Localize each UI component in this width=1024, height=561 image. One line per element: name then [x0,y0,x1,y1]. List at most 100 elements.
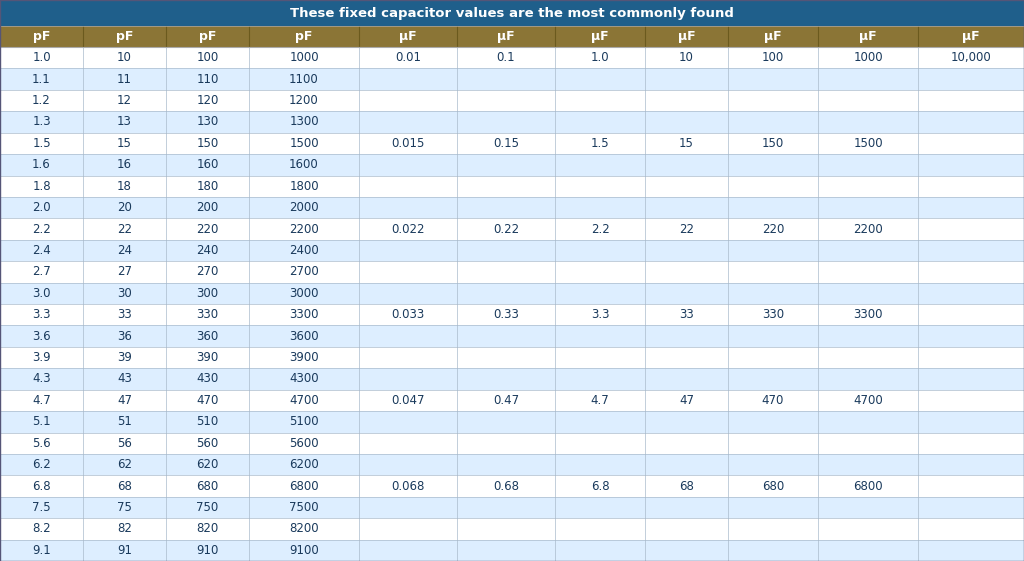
Text: 330: 330 [197,308,218,321]
Text: 0.1: 0.1 [497,51,515,64]
Text: 2.4: 2.4 [32,244,51,257]
Text: 1.0: 1.0 [32,51,51,64]
Text: 1100: 1100 [289,72,318,86]
Text: 4.7: 4.7 [32,394,51,407]
Polygon shape [728,26,818,47]
Text: 15: 15 [679,137,694,150]
Text: 1.0: 1.0 [591,51,609,64]
Text: 0.68: 0.68 [493,480,519,493]
Text: pF: pF [199,30,216,43]
Text: 82: 82 [117,522,132,535]
Text: μF: μF [764,30,781,43]
Text: 390: 390 [197,351,219,364]
Text: 2200: 2200 [853,223,883,236]
Text: These fixed capacitor values are the most commonly found: These fixed capacitor values are the mos… [290,7,734,20]
Text: 330: 330 [762,308,784,321]
Polygon shape [166,26,249,47]
Polygon shape [0,540,1024,561]
Text: 3600: 3600 [289,330,318,343]
Text: 56: 56 [117,436,132,450]
Text: 1.8: 1.8 [32,180,51,193]
Text: 22: 22 [117,223,132,236]
Polygon shape [359,26,457,47]
Text: 8200: 8200 [289,522,318,535]
Text: 5.6: 5.6 [32,436,51,450]
Text: 0.047: 0.047 [391,394,425,407]
Text: 2.7: 2.7 [32,265,51,278]
Text: 2400: 2400 [289,244,318,257]
Text: 36: 36 [117,330,132,343]
Polygon shape [0,368,1024,390]
Text: pF: pF [116,30,133,43]
Text: 24: 24 [117,244,132,257]
Text: 1.5: 1.5 [32,137,51,150]
Text: 2.2: 2.2 [32,223,51,236]
Text: 4300: 4300 [289,373,318,385]
Text: 3.3: 3.3 [591,308,609,321]
Text: 12: 12 [117,94,132,107]
Text: 16: 16 [117,158,132,171]
Polygon shape [0,347,1024,368]
Text: 620: 620 [197,458,219,471]
Text: 1000: 1000 [853,51,883,64]
Text: 0.015: 0.015 [391,137,425,150]
Text: 15: 15 [117,137,132,150]
Polygon shape [0,433,1024,454]
Text: 3.0: 3.0 [32,287,51,300]
Text: 100: 100 [762,51,784,64]
Polygon shape [0,154,1024,176]
Polygon shape [0,390,1024,411]
Text: 62: 62 [117,458,132,471]
Polygon shape [457,26,555,47]
Text: 0.15: 0.15 [493,137,519,150]
Text: 120: 120 [197,94,219,107]
Text: 68: 68 [117,480,132,493]
Text: 9.1: 9.1 [32,544,51,557]
Text: 7.5: 7.5 [32,501,51,514]
Text: 2000: 2000 [289,201,318,214]
Polygon shape [0,90,1024,111]
Polygon shape [0,68,1024,90]
Text: 3300: 3300 [853,308,883,321]
Text: 27: 27 [117,265,132,278]
Polygon shape [0,26,83,47]
Text: 3000: 3000 [289,287,318,300]
Text: 2.0: 2.0 [32,201,51,214]
Text: 220: 220 [197,223,219,236]
Text: 7500: 7500 [289,501,318,514]
Polygon shape [249,26,359,47]
Text: 1.3: 1.3 [32,116,51,128]
Text: 0.033: 0.033 [391,308,425,321]
Text: 18: 18 [117,180,132,193]
Text: 510: 510 [197,415,219,428]
Text: 5100: 5100 [289,415,318,428]
Text: 10: 10 [679,51,694,64]
Text: 3.9: 3.9 [32,351,51,364]
Text: 110: 110 [197,72,219,86]
Polygon shape [0,304,1024,325]
Text: 240: 240 [197,244,219,257]
Polygon shape [0,0,1024,26]
Text: 750: 750 [197,501,219,514]
Text: 0.022: 0.022 [391,223,425,236]
Text: 680: 680 [762,480,784,493]
Text: 3300: 3300 [289,308,318,321]
Text: 1.2: 1.2 [32,94,51,107]
Polygon shape [0,261,1024,283]
Text: 1200: 1200 [289,94,318,107]
Text: 1500: 1500 [853,137,883,150]
Text: 910: 910 [197,544,219,557]
Text: 360: 360 [197,330,219,343]
Text: 150: 150 [197,137,219,150]
Text: 1600: 1600 [289,158,318,171]
Text: 270: 270 [197,265,219,278]
Text: 0.33: 0.33 [494,308,519,321]
Text: 11: 11 [117,72,132,86]
Text: 22: 22 [679,223,694,236]
Text: 1000: 1000 [289,51,318,64]
Text: 6200: 6200 [289,458,318,471]
Text: 6.8: 6.8 [591,480,609,493]
Text: μF: μF [498,30,515,43]
Text: 6.2: 6.2 [32,458,51,471]
Text: 6800: 6800 [289,480,318,493]
